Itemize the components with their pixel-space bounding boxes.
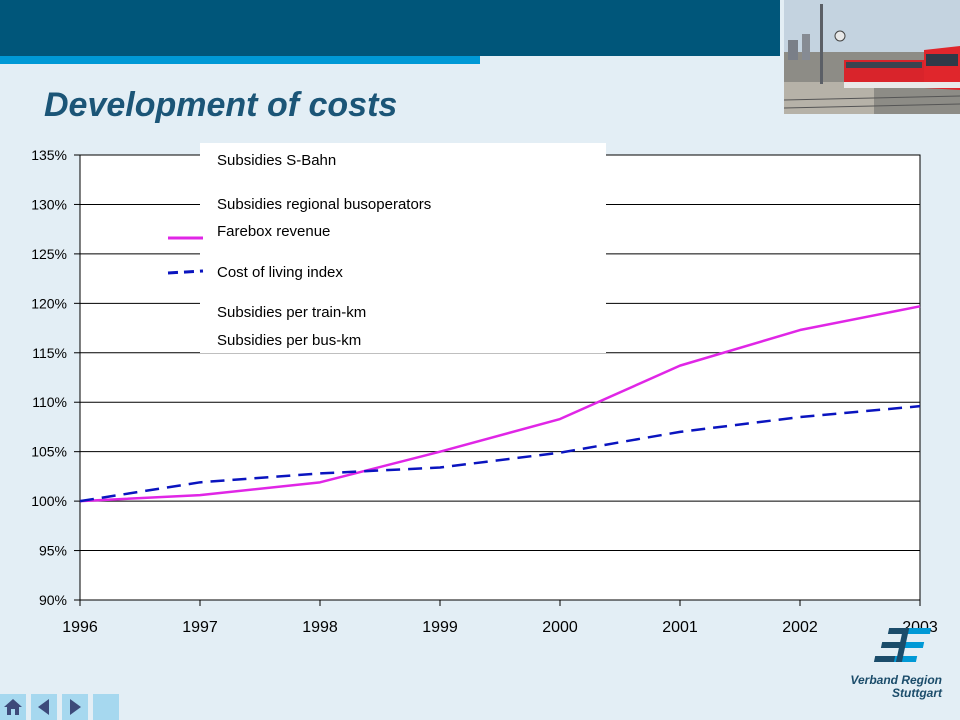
legend-label: Subsidies regional busoperators — [217, 196, 431, 213]
y-tick-label: 90% — [39, 592, 67, 608]
x-tick-label: 2000 — [542, 619, 578, 636]
logo-line-2: Stuttgart — [892, 686, 942, 700]
y-tick-label: 110% — [32, 394, 67, 410]
x-tick-label: 1999 — [422, 619, 458, 636]
legend-label: Subsidies per bus-km — [217, 332, 361, 349]
home-button[interactable] — [0, 694, 26, 720]
x-tick-label: 2001 — [662, 619, 698, 636]
y-tick-label: 115% — [32, 345, 67, 361]
vvs-logo-icon — [873, 628, 932, 662]
legend-label: Subsidies S-Bahn — [217, 152, 336, 169]
series-line-farebox-revenue — [79, 305, 921, 503]
y-tick-label: 130% — [31, 196, 67, 212]
logo-line-1: Verband Region — [850, 673, 942, 687]
y-tick-label: 125% — [31, 246, 67, 262]
y-tick-label: 135% — [31, 147, 67, 163]
legend-label: Farebox revenue — [217, 223, 330, 240]
back-button[interactable] — [31, 694, 57, 720]
x-tick-label: 1997 — [182, 619, 218, 636]
legend-swatch — [167, 269, 204, 275]
legend-label: Cost of living index — [217, 264, 343, 281]
y-tick-label: 100% — [31, 493, 67, 509]
series-line-cost-of-living-index — [79, 404, 921, 503]
y-tick-label: 95% — [39, 543, 67, 559]
header-accent-bar — [0, 56, 480, 64]
legend-label: Subsidies per train-km — [217, 304, 366, 321]
forward-button[interactable] — [62, 694, 88, 720]
y-tick-label: 120% — [31, 295, 67, 311]
x-tick-label: 1996 — [62, 619, 98, 636]
slide-title: Development of costs — [44, 86, 398, 124]
legend-box — [200, 143, 606, 353]
arrow-right-icon — [70, 699, 81, 715]
x-tick-label: 1998 — [302, 619, 338, 636]
logo-text: Verband Region Stuttgart — [806, 674, 942, 700]
header-bar — [0, 0, 780, 56]
line-chart: 90% 95% 100% 105% 110% 115% 120% 125% 130% 135% 1… — [31, 143, 938, 636]
vvs-logo: Verband Region Stuttgart — [806, 624, 946, 714]
x-tick-label: 2002 — [782, 619, 818, 636]
s-bahn-train-photo — [784, 0, 960, 114]
home-icon — [4, 699, 22, 715]
arrow-left-icon — [38, 699, 49, 715]
y-tick-label: 105% — [31, 444, 67, 460]
blank-nav-button[interactable] — [93, 694, 119, 720]
